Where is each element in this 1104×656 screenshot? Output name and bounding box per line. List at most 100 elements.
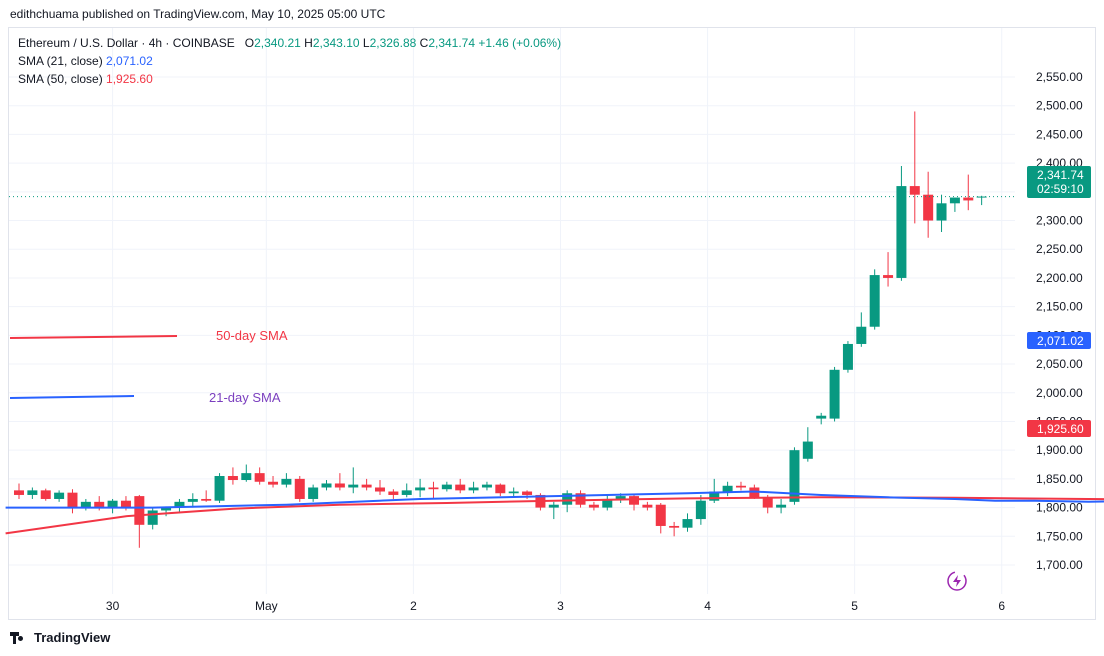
candle (842, 341, 853, 373)
candle-body (361, 484, 372, 488)
candle-body (923, 194, 934, 221)
candle (201, 490, 212, 502)
candle (281, 473, 292, 488)
sma21-line (5, 490, 1104, 509)
candle (816, 412, 827, 425)
y-tick-label: 1,800.00 (1036, 501, 1083, 515)
sma50-value: 1,925.60 (106, 72, 153, 86)
candle-body (94, 501, 105, 508)
candle (481, 481, 492, 491)
sma50-annotation-line (9, 335, 178, 339)
candle (80, 498, 91, 511)
candle (388, 489, 399, 499)
price-axis[interactable]: 1,700.00 1,750.00 1,800.00 1,850.00 1,900.00… (1036, 70, 1083, 572)
candle-body (883, 275, 894, 278)
candle (856, 312, 867, 347)
candle-body (107, 500, 118, 508)
sma21-badge (1027, 332, 1091, 349)
candle (963, 174, 974, 211)
candle (40, 488, 51, 501)
y-tick-label: 2,450.00 (1036, 127, 1083, 141)
candle-body (214, 476, 225, 501)
countdown-badge-text: 02:59:10 (1037, 182, 1084, 196)
time-axis[interactable]: 30May23456789101 (106, 599, 1104, 613)
open-value: 2,340.21 (254, 36, 301, 50)
legend-sma21-row[interactable]: SMA (21, close) 2,071.02 (18, 52, 561, 70)
candle-body (134, 496, 145, 525)
candle (655, 502, 666, 534)
y-tick-label: 1,850.00 (1036, 472, 1083, 486)
candle-body (829, 369, 840, 419)
candle (428, 481, 439, 499)
candle-body (722, 485, 733, 492)
candle-body (415, 487, 426, 491)
candle-body (67, 492, 78, 508)
candle-body (281, 478, 292, 485)
candle (134, 494, 145, 548)
candle (67, 489, 78, 514)
low-label: L (362, 36, 370, 50)
candle (869, 269, 880, 330)
candle-body (481, 484, 492, 488)
price-badges: 2,341.74 02:59:10 2,071.02 1,925.60 (1027, 166, 1091, 437)
sma21-value: 2,071.02 (106, 54, 153, 68)
change-value: +1.46 (+0.06%) (478, 36, 562, 50)
sma21-label: SMA (21, close) (18, 54, 103, 68)
candle-body (495, 484, 506, 494)
candle-body (522, 491, 533, 495)
last-price-badge (1027, 166, 1091, 198)
candle (722, 481, 733, 497)
candle (695, 494, 706, 525)
candle-body (254, 473, 265, 482)
y-tick-label: 2,500.00 (1036, 99, 1083, 113)
candle-body (27, 490, 38, 495)
candle-body (548, 504, 559, 508)
candle (348, 467, 359, 494)
candle-body (468, 487, 479, 491)
candle-body (14, 490, 24, 495)
sma21-badge-text: 2,071.02 (1037, 334, 1084, 348)
candle (107, 498, 118, 514)
candle (575, 490, 586, 508)
candle-body (308, 487, 319, 499)
candle (361, 478, 372, 491)
candle-body (629, 496, 640, 505)
candle (802, 427, 813, 462)
x-tick-label: 3 (557, 599, 564, 613)
candle (415, 478, 426, 498)
sma50-badge (1027, 420, 1091, 437)
x-tick-label: May (255, 599, 278, 613)
y-tick-label: 2,050.00 (1036, 357, 1083, 371)
legend-symbol-row: Ethereum / U.S. Dollar · 4h · COINBASE O… (18, 34, 561, 52)
candle (321, 480, 332, 491)
replay-icon[interactable] (947, 571, 967, 591)
tradingview-footer[interactable]: TradingView (10, 630, 110, 645)
y-tick-label: 1,750.00 (1036, 529, 1083, 543)
candle-body (388, 491, 399, 495)
x-tick-label: 5 (851, 599, 858, 613)
candle (936, 194, 947, 233)
sma50-badge-text: 1,925.60 (1037, 422, 1084, 436)
sma50-annotation-label: 50-day SMA (216, 328, 288, 343)
chart-frame (8, 27, 1096, 620)
candle-body (695, 500, 706, 520)
candle-body (936, 203, 947, 221)
candle (976, 195, 987, 206)
publisher-caption: edithchuama published on TradingView.com… (10, 7, 386, 21)
candle (334, 473, 345, 491)
candle-body (896, 186, 907, 278)
candle-body (441, 484, 452, 490)
candle-body (735, 485, 746, 488)
candles-group (14, 111, 987, 548)
moving-averages (5, 490, 1104, 535)
legend-sma50-row[interactable]: SMA (50, close) 1,925.60 (18, 70, 561, 88)
candle (629, 494, 640, 511)
candle-body (268, 481, 279, 485)
candle (923, 171, 934, 238)
candle (294, 476, 305, 502)
candle-body (201, 498, 212, 501)
x-tick-label: 6 (998, 599, 1005, 613)
candle-body (562, 493, 573, 505)
candle (308, 484, 319, 502)
